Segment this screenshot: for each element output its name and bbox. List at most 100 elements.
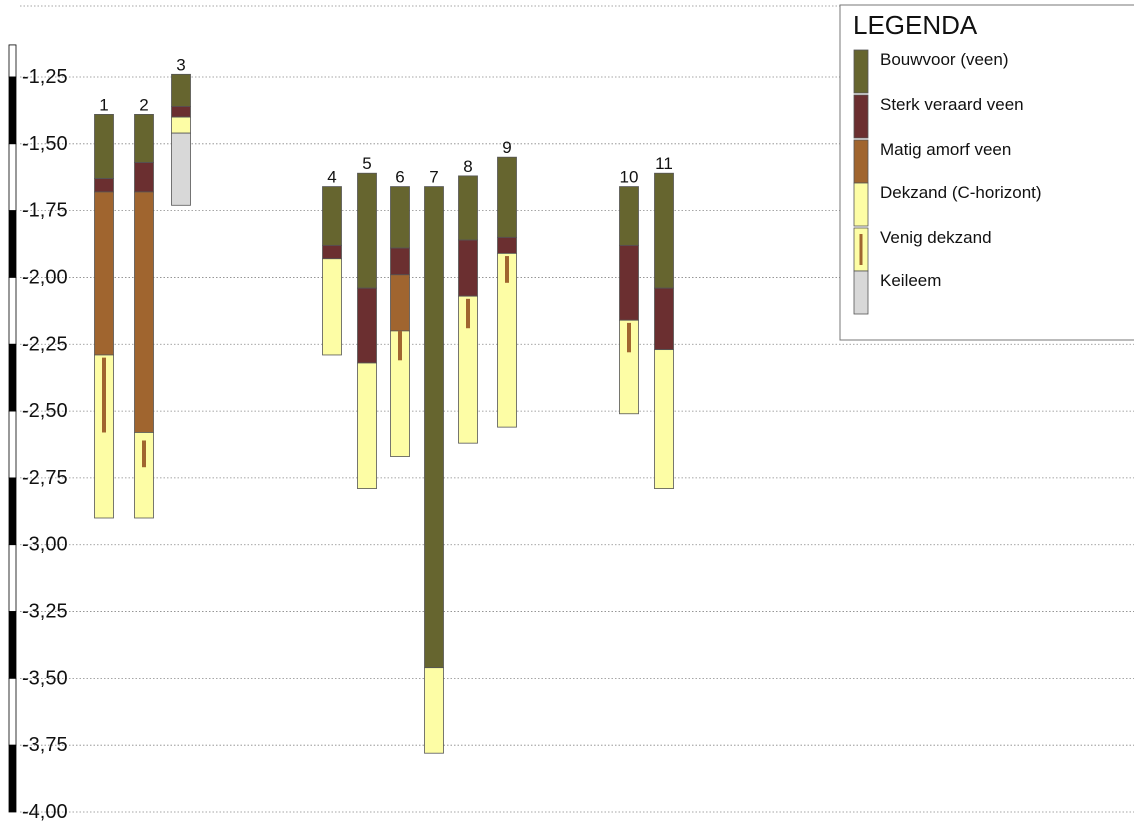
layer-bouwvoor — [497, 156, 517, 238]
legend-label: Sterk veraard veen — [880, 95, 1024, 114]
layer-venig-dekzand — [627, 322, 631, 353]
legend: LEGENDA Bouwvoor (veen) Sterk veraard vee… — [839, 4, 1134, 341]
depth-scale-bar — [8, 44, 17, 813]
tick-label: -2,00 — [22, 266, 68, 288]
layer-venig-dekzand — [398, 330, 402, 361]
boring-label: 1 — [99, 95, 108, 114]
layer-sterk — [654, 287, 674, 351]
boring-label: 2 — [139, 95, 148, 114]
tick-label: -3,00 — [22, 534, 68, 556]
boring-label: 5 — [362, 154, 371, 173]
tick-label: -3,25 — [22, 601, 68, 623]
boring-label: 3 — [176, 55, 185, 74]
scale-segment — [8, 76, 17, 145]
boring-label: 6 — [395, 168, 404, 187]
legend-label: Venig dekzand — [880, 228, 992, 247]
boring-label: 9 — [502, 138, 511, 157]
legend-title: LEGENDA — [853, 10, 978, 40]
layer-sterk — [619, 244, 639, 321]
layer-venig-dekzand — [142, 440, 146, 468]
layer-matig — [94, 191, 114, 356]
layer-sterk — [94, 178, 114, 193]
boring-3: 3 — [171, 55, 191, 206]
layer-bouwvoor — [619, 186, 639, 246]
tick-label: -1,25 — [22, 66, 68, 88]
boring-label: 8 — [463, 157, 472, 176]
boring-4: 4 — [322, 168, 342, 356]
legend-item: Venig dekzand — [853, 227, 992, 272]
layer-sterk — [134, 162, 154, 193]
boring-5: 5 — [357, 154, 377, 489]
layer-bouwvoor — [390, 186, 410, 249]
legend-items: Bouwvoor (veen) Sterk veraard veen Matig a… — [853, 49, 1042, 315]
scale-segment — [8, 44, 17, 78]
boring-8: 8 — [458, 157, 478, 444]
layer-sterk — [322, 244, 342, 260]
layer-matig — [390, 274, 410, 332]
layer-keileem — [171, 132, 191, 206]
legend-item: Bouwvoor (veen) — [853, 49, 1009, 94]
legend-label: Keileem — [880, 271, 941, 290]
legend-item: Dekzand (C-horizont) — [853, 182, 1042, 227]
layer-venig-dekzand — [505, 256, 509, 283]
boring-label: 7 — [429, 168, 438, 187]
layer-dekzand — [619, 319, 639, 415]
layer-bouwvoor — [134, 114, 154, 163]
depth-gridlines — [20, 5, 1134, 813]
tick-label: -1,50 — [22, 133, 68, 155]
legend-item: Sterk veraard veen — [853, 94, 1024, 139]
legend-swatch — [853, 139, 869, 184]
legend-swatch — [853, 270, 869, 315]
scale-segment — [8, 611, 17, 679]
scale-segment — [8, 410, 17, 479]
layer-dekzand — [94, 354, 114, 519]
layer-bouwvoor — [322, 186, 342, 246]
layer-bouwvoor — [458, 175, 478, 241]
layer-sterk — [357, 287, 377, 364]
scale-segment — [8, 477, 17, 546]
boring-label: 11 — [655, 154, 673, 173]
layer-bouwvoor — [424, 186, 444, 669]
boring-7: 7 — [424, 168, 444, 754]
boring-label: 10 — [620, 168, 639, 187]
boring-6: 6 — [390, 168, 410, 457]
legend-label: Dekzand (C-horizont) — [880, 183, 1042, 202]
layer-sterk — [497, 236, 517, 254]
tick-label: -4,00 — [22, 801, 68, 823]
boring-10: 10 — [619, 168, 639, 415]
boring-2: 2 — [134, 95, 154, 519]
scale-segment — [8, 744, 17, 813]
layer-dekzand — [424, 667, 444, 754]
scale-segment — [8, 544, 17, 612]
depth-tick-labels: -1,25 -1,50 -1,75 -2,00 -2,25 -2,50 -2,75 -3,00… — [22, 66, 68, 823]
layer-dekzand — [171, 116, 191, 134]
tick-label: -3,50 — [22, 667, 68, 689]
layer-dekzand — [458, 295, 478, 444]
layer-venig-dekzand — [102, 357, 106, 433]
layer-dekzand — [654, 349, 674, 490]
legend-swatch — [853, 49, 869, 94]
tick-label: -2,75 — [22, 467, 68, 489]
scale-segment — [8, 677, 17, 746]
legend-swatch — [853, 182, 869, 227]
tick-label: -2,50 — [22, 400, 68, 422]
layer-sterk — [171, 106, 191, 118]
layer-dekzand — [497, 252, 517, 428]
tick-label: -1,75 — [22, 200, 68, 222]
layer-sterk — [390, 247, 410, 276]
scale-segment — [8, 277, 17, 345]
boring-11: 11 — [654, 154, 674, 490]
layer-bouwvoor — [171, 73, 191, 107]
layer-bouwvoor — [357, 172, 377, 289]
boring-label: 4 — [327, 168, 336, 187]
tick-label: -3,75 — [22, 734, 68, 756]
layer-bouwvoor — [94, 114, 114, 179]
scale-segment — [8, 343, 17, 412]
tick-label: -2,25 — [22, 333, 68, 355]
legend-swatch — [853, 94, 869, 139]
legend-label: Matig amorf veen — [880, 140, 1011, 159]
legend-box — [839, 4, 1134, 341]
boring-9: 9 — [497, 138, 517, 428]
layer-bouwvoor — [654, 172, 674, 289]
